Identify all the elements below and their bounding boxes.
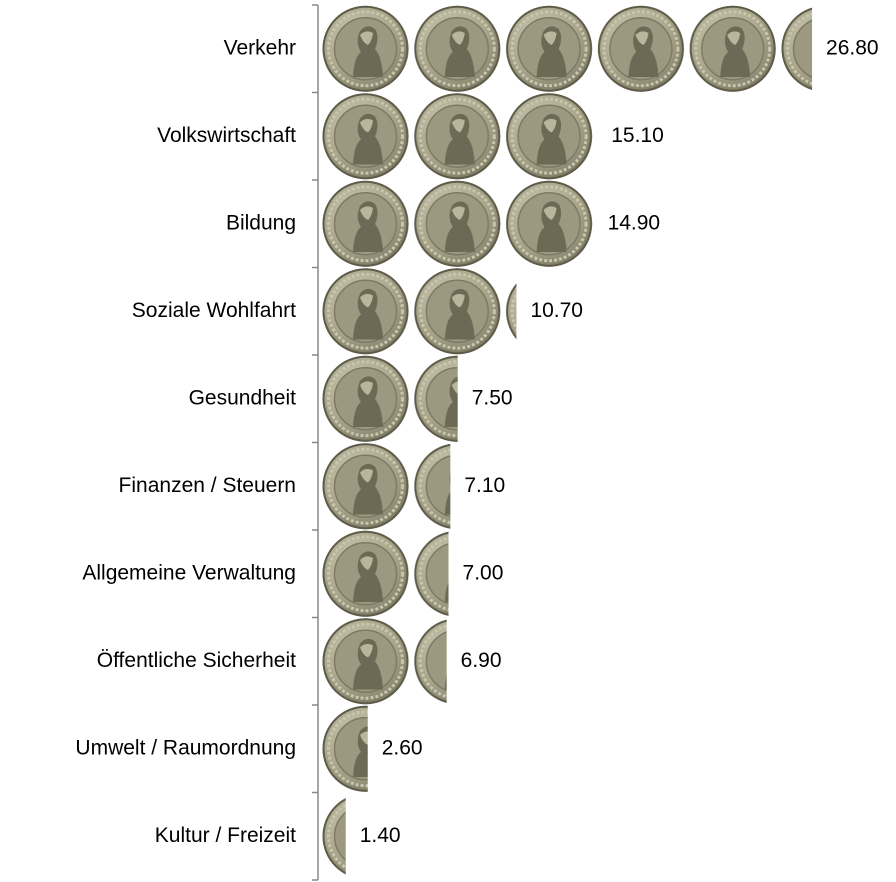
chart: Verkehr 26.80 Volkswirtschaft 15.10 Bildung 1… (0, 0, 896, 882)
category-label: Umwelt / Raumordnung (75, 736, 296, 759)
coin-bar (320, 180, 594, 268)
category-label: Allgemeine Verwaltung (82, 561, 296, 584)
value-label: 6.90 (461, 649, 502, 672)
value-label: 1.40 (360, 824, 401, 847)
value-label: 2.60 (382, 736, 423, 759)
coin-bar (320, 268, 516, 356)
page: Verkehr 26.80 Volkswirtschaft 15.10 Bildung 1… (0, 0, 896, 882)
category-label: Kultur / Freizeit (155, 824, 296, 847)
value-label: 7.50 (472, 386, 513, 409)
value-label: 14.90 (608, 211, 661, 234)
value-label: 7.00 (463, 561, 504, 584)
coin-bar (320, 793, 346, 881)
coin-bar (320, 93, 597, 181)
coin-bar (320, 530, 449, 618)
coin-bar (320, 618, 447, 706)
coin-bar (320, 705, 368, 793)
coin-bar (320, 5, 812, 93)
coin-bar (320, 355, 458, 443)
value-label: 10.70 (530, 299, 583, 322)
category-label: Bildung (226, 211, 296, 234)
category-label: Volkswirtschaft (157, 124, 296, 147)
coin-bar (320, 443, 450, 531)
category-label: Soziale Wohlfahrt (132, 299, 296, 322)
category-label: Öffentliche Sicherheit (97, 649, 296, 672)
value-label: 15.10 (611, 124, 664, 147)
value-label: 7.10 (464, 474, 505, 497)
value-label: 26.80 (826, 36, 879, 59)
category-label: Gesundheit (189, 386, 297, 409)
category-label: Finanzen / Steuern (119, 474, 296, 497)
category-label: Verkehr (224, 36, 296, 59)
